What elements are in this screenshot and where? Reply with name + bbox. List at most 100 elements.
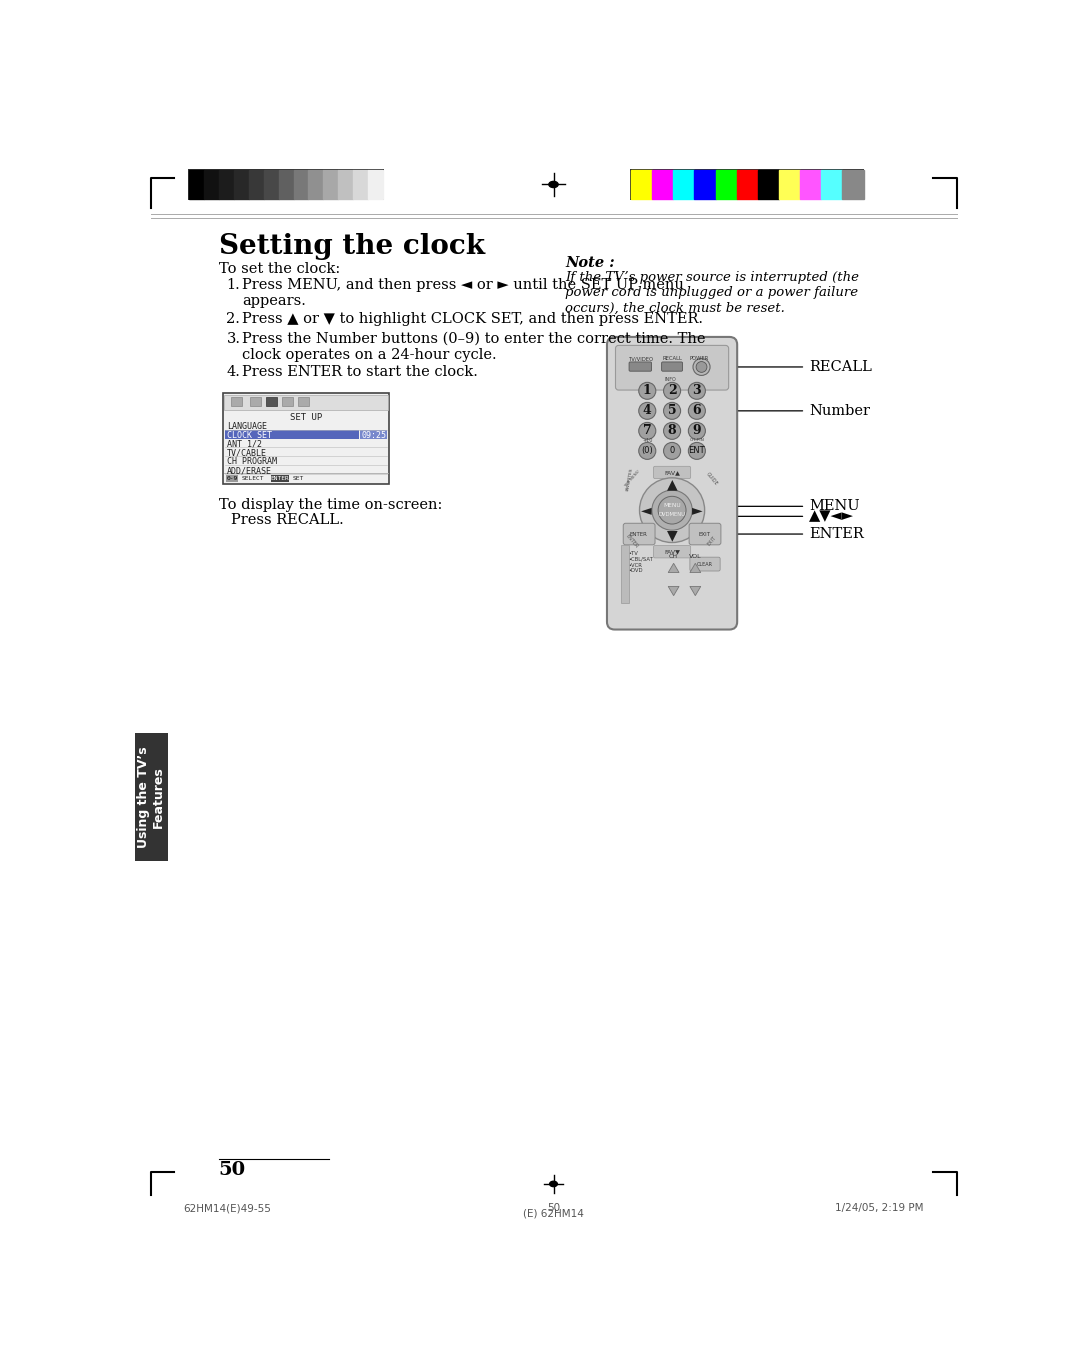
Text: LANGUAGE: LANGUAGE: [227, 421, 267, 431]
FancyBboxPatch shape: [629, 361, 651, 371]
Bar: [225, 430, 359, 439]
Ellipse shape: [550, 1181, 557, 1187]
Text: Press the Number buttons (0–9) to enter the correct time. The
clock operates on : Press the Number buttons (0–9) to enter …: [242, 331, 705, 361]
Text: ADD/ERASE: ADD/ERASE: [227, 466, 272, 475]
Text: 5: 5: [667, 404, 676, 417]
Text: TOP MENU: TOP MENU: [623, 469, 640, 488]
Text: MENU: MENU: [809, 499, 860, 513]
Bar: [231, 397, 242, 406]
Bar: [219, 170, 234, 199]
FancyBboxPatch shape: [623, 524, 656, 544]
Bar: [225, 394, 388, 411]
Text: SELECT: SELECT: [241, 476, 264, 480]
Text: (E) 62HM14: (E) 62HM14: [523, 1209, 584, 1218]
Circle shape: [663, 382, 680, 400]
Bar: [279, 170, 294, 199]
Text: ◄: ◄: [642, 503, 652, 517]
Ellipse shape: [549, 181, 558, 187]
Text: Press MENU, and then press ◄ or ► until the SET UP menu
appears.: Press MENU, and then press ◄ or ► until …: [242, 278, 684, 308]
Text: ►: ►: [692, 503, 703, 517]
Text: 62HM14(E)49-55: 62HM14(E)49-55: [183, 1203, 271, 1213]
Circle shape: [688, 402, 705, 419]
Bar: [264, 170, 279, 199]
Text: ▲▼◄►: ▲▼◄►: [809, 509, 854, 524]
Text: EXIT: EXIT: [707, 535, 718, 547]
Text: 50: 50: [218, 1161, 246, 1178]
Bar: [222, 393, 389, 484]
Text: 0-9: 0-9: [227, 476, 238, 480]
Text: Using the TV’s
Features: Using the TV’s Features: [137, 746, 165, 848]
Text: 3.: 3.: [227, 331, 241, 345]
Text: CH-FIN: CH-FIN: [689, 438, 704, 442]
Bar: [135, 734, 167, 861]
Text: ENTER: ENTER: [630, 532, 648, 536]
Bar: [631, 169, 864, 201]
Bar: [338, 170, 353, 199]
Circle shape: [688, 442, 705, 460]
Text: 9: 9: [692, 424, 701, 438]
Bar: [779, 170, 800, 199]
Text: ENTER: ENTER: [271, 476, 289, 480]
Text: ▲: ▲: [666, 477, 677, 492]
Bar: [842, 170, 864, 199]
Circle shape: [663, 442, 680, 460]
Text: 09:25: 09:25: [361, 431, 387, 439]
Text: POWER: POWER: [689, 356, 708, 361]
Circle shape: [652, 490, 692, 531]
Text: 0: 0: [670, 446, 675, 456]
Text: Press ▲ or ▼ to highlight CLOCK SET, and then press ENTER.: Press ▲ or ▼ to highlight CLOCK SET, and…: [242, 311, 703, 326]
Text: Setting the clock: Setting the clock: [218, 233, 485, 261]
Bar: [204, 170, 219, 199]
FancyBboxPatch shape: [607, 337, 738, 630]
Text: FAVORITES: FAVORITES: [625, 468, 634, 491]
Bar: [360, 430, 387, 439]
Bar: [694, 170, 716, 199]
Circle shape: [658, 496, 686, 524]
Bar: [298, 397, 309, 406]
Bar: [621, 544, 629, 603]
Text: 2.: 2.: [227, 311, 241, 326]
Text: •TV
•CBL/SAT
•VCR
•DVD: •TV •CBL/SAT •VCR •DVD: [629, 551, 653, 573]
Text: ▼: ▼: [666, 529, 677, 543]
Circle shape: [663, 423, 680, 439]
Text: VOL: VOL: [689, 554, 702, 559]
Circle shape: [697, 361, 707, 372]
Text: CLOCK SET: CLOCK SET: [227, 431, 272, 439]
Bar: [294, 170, 309, 199]
Circle shape: [638, 442, 656, 460]
Bar: [309, 170, 323, 199]
Polygon shape: [690, 563, 701, 573]
Text: Press ENTER to start the clock.: Press ENTER to start the clock.: [242, 366, 477, 379]
Text: 4.: 4.: [227, 366, 241, 379]
Bar: [323, 170, 338, 199]
Bar: [821, 170, 842, 199]
Text: CLEAR: CLEAR: [697, 562, 713, 566]
Text: RECALL: RECALL: [662, 356, 681, 361]
Text: INFO: INFO: [664, 376, 676, 382]
Bar: [631, 170, 652, 199]
Polygon shape: [690, 587, 701, 596]
Text: Number: Number: [809, 404, 870, 417]
Text: RECALL: RECALL: [809, 360, 873, 374]
Bar: [368, 170, 383, 199]
Text: (0): (0): [642, 446, 653, 456]
Circle shape: [638, 402, 656, 419]
Text: 50: 50: [546, 1203, 561, 1213]
FancyBboxPatch shape: [616, 345, 729, 390]
Text: If the TV’s power source is interrupted (the
power cord is unplugged or a power : If the TV’s power source is interrupted …: [565, 271, 859, 315]
Circle shape: [638, 423, 656, 439]
Text: SET UP: SET UP: [289, 413, 322, 423]
Text: 1.: 1.: [227, 278, 240, 292]
Text: +10: +10: [643, 438, 652, 442]
Text: Press RECALL.: Press RECALL.: [231, 513, 343, 528]
Bar: [353, 170, 368, 199]
Text: 8: 8: [667, 424, 676, 438]
FancyBboxPatch shape: [662, 361, 683, 371]
Circle shape: [688, 382, 705, 400]
Bar: [189, 170, 204, 199]
Text: 1: 1: [643, 385, 651, 397]
Text: EXIT: EXIT: [699, 532, 711, 536]
Bar: [282, 397, 293, 406]
Bar: [737, 170, 758, 199]
FancyBboxPatch shape: [689, 524, 721, 544]
